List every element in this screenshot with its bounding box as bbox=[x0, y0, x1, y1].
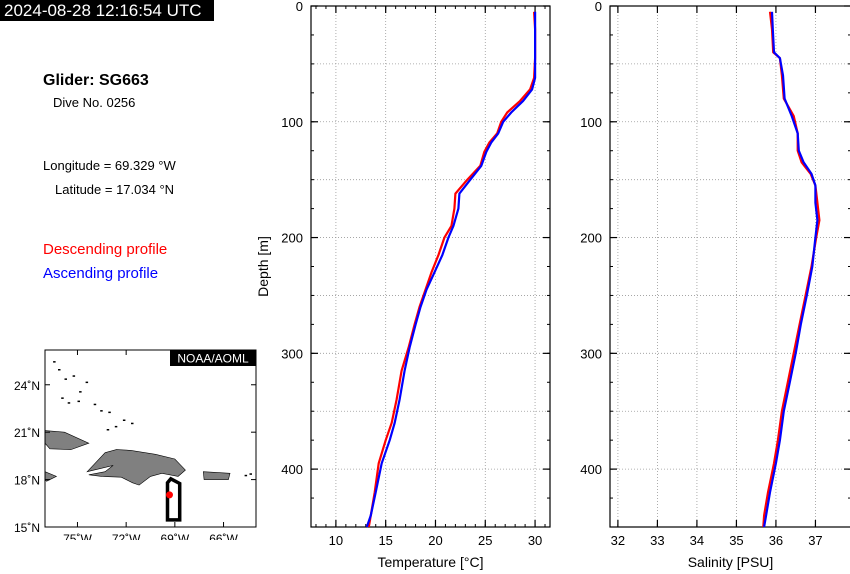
small-island bbox=[114, 425, 118, 428]
hispaniola-landmass bbox=[86, 449, 186, 486]
x-tick-label: 15 bbox=[378, 533, 392, 548]
glider-track bbox=[165, 476, 182, 522]
puerto-rico-landmass bbox=[202, 471, 231, 480]
glider-name: Glider: SG663 bbox=[43, 72, 149, 89]
ascending-profile-line bbox=[365, 11, 537, 528]
map-lon-label: 66˚W bbox=[209, 532, 238, 540]
map-lon-label: 72˚W bbox=[112, 532, 141, 540]
map-background bbox=[45, 350, 256, 527]
y-tick-label: 400 bbox=[580, 462, 602, 477]
small-island bbox=[72, 375, 76, 377]
x-tick-label: 30 bbox=[528, 533, 542, 548]
small-island bbox=[64, 378, 67, 380]
y-tick-label: 300 bbox=[281, 346, 303, 361]
small-island bbox=[61, 397, 64, 399]
y-tick-label: 200 bbox=[281, 231, 303, 246]
small-island bbox=[122, 419, 126, 421]
x-tick-label: 37 bbox=[808, 533, 822, 548]
y-tick-label: 200 bbox=[580, 231, 602, 246]
small-island bbox=[67, 402, 71, 404]
glider-position-marker bbox=[166, 491, 174, 499]
small-island bbox=[79, 391, 82, 393]
x-tick-label: 25 bbox=[478, 533, 492, 548]
map-credit-background bbox=[170, 350, 256, 366]
map-lat-label: 18˚N bbox=[14, 474, 40, 488]
x-axis-label: Salinity [PSU] bbox=[688, 554, 774, 570]
y-axis-label: Depth [m] bbox=[255, 236, 271, 297]
small-island bbox=[249, 473, 252, 475]
location-map: 24˚N 21˚N 18˚N 15˚N 75˚W 72˚W 69˚W 66˚W NOAA/AOM… bbox=[14, 349, 257, 540]
small-island bbox=[93, 403, 97, 406]
timestamp-label: 2024-08-28 12:16:54 UTC bbox=[0, 0, 214, 21]
small-island bbox=[106, 429, 110, 431]
small-island bbox=[244, 474, 248, 477]
map-lat-label: 15˚N bbox=[14, 521, 40, 535]
small-island bbox=[100, 410, 103, 412]
y-tick-label: 400 bbox=[281, 462, 303, 477]
y-tick-label: 0 bbox=[296, 0, 303, 14]
small-island bbox=[131, 422, 134, 425]
latitude-readout: Latitude = 17.034 °N bbox=[55, 182, 175, 197]
map-lat-label: 24˚N bbox=[14, 379, 40, 393]
map-credit-label: NOAA/AOML bbox=[177, 352, 249, 366]
legend-descending: Descending profile bbox=[43, 241, 168, 258]
y-tick-label: 0 bbox=[595, 0, 602, 14]
x-tick-label: 35 bbox=[729, 533, 743, 548]
x-tick-label: 10 bbox=[329, 533, 343, 548]
x-tick-label: 20 bbox=[428, 533, 442, 548]
map-lon-label: 75˚W bbox=[63, 532, 92, 540]
plot-frame bbox=[609, 5, 850, 528]
x-tick-label: 36 bbox=[769, 533, 783, 548]
x-tick-label: 33 bbox=[650, 533, 664, 548]
dive-number: Dive No. 0256 bbox=[53, 95, 136, 110]
longitude-readout: Longitude = 69.329 °W bbox=[43, 158, 176, 173]
ascending-profile-line bbox=[763, 11, 819, 528]
y-tick-label: 300 bbox=[580, 346, 602, 361]
small-island bbox=[108, 411, 111, 414]
legend-ascending: Ascending profile bbox=[43, 265, 159, 282]
x-axis-label: Temperature [°C] bbox=[378, 554, 484, 570]
plot-frame bbox=[310, 5, 551, 528]
y-tick-label: 100 bbox=[580, 115, 602, 130]
y-tick-label: 100 bbox=[281, 115, 303, 130]
small-island bbox=[53, 361, 56, 363]
map-frame bbox=[44, 349, 257, 528]
small-island bbox=[85, 381, 89, 384]
small-island bbox=[77, 400, 80, 403]
descending-profile-line bbox=[367, 11, 537, 528]
x-tick-label: 34 bbox=[690, 533, 704, 548]
x-tick-label: 32 bbox=[611, 533, 625, 548]
map-lon-label: 69˚W bbox=[161, 532, 190, 540]
map-lat-label: 21˚N bbox=[14, 426, 40, 440]
salinity-chart: 32 33 34 35 36 37 0 100 200 300 400 Salinity [PSU] bbox=[580, 0, 850, 570]
small-island bbox=[58, 369, 61, 371]
